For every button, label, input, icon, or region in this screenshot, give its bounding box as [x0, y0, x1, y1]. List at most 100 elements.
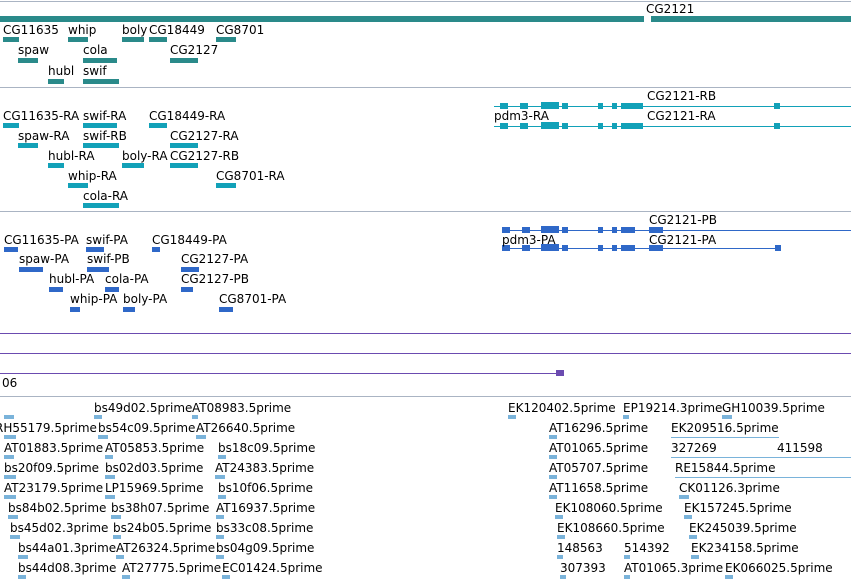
est-label[interactable]: 514392 [624, 541, 670, 555]
protein-label[interactable]: CG8701-PA [219, 292, 287, 306]
cds-block[interactable] [522, 227, 530, 233]
est-alignment[interactable] [216, 555, 224, 559]
protein-line[interactable] [502, 230, 851, 231]
contig-feature[interactable] [0, 373, 560, 374]
gene-label[interactable]: CG2127 [170, 43, 219, 57]
transcript-label[interactable]: spaw-RA [18, 129, 70, 143]
cds-block[interactable] [562, 245, 568, 251]
gene-label[interactable]: spaw [18, 43, 50, 57]
est-label[interactable]: LP15969.5prime [105, 481, 204, 495]
transcript-model[interactable] [48, 163, 64, 168]
est-alignment[interactable] [94, 415, 102, 419]
transcript-label[interactable]: whip-RA [68, 169, 117, 183]
est-label[interactable]: 307393 [560, 561, 606, 575]
gene-label[interactable]: hubl [48, 64, 75, 78]
est-alignment[interactable] [549, 475, 557, 479]
transcript-model[interactable] [216, 183, 236, 188]
est-alignment[interactable] [105, 495, 115, 499]
est-label[interactable]: AT08983.5prime [192, 401, 292, 415]
protein-label[interactable]: pdm3-PA [502, 233, 556, 247]
protein-model[interactable] [86, 247, 104, 252]
est-alignment[interactable] [4, 495, 16, 499]
est-label[interactable]: bs20f09.5prime [4, 461, 100, 475]
exon[interactable] [612, 103, 617, 109]
est-alignment[interactable] [671, 457, 851, 458]
protein-model[interactable] [87, 267, 109, 272]
est-label[interactable]: EK120402.5prime [508, 401, 616, 415]
protein-label[interactable]: boly-PA [123, 292, 168, 306]
est-alignment[interactable] [549, 455, 557, 459]
est-alignment[interactable] [192, 415, 198, 419]
exon[interactable] [541, 122, 559, 129]
est-label[interactable]: AT26640.5prime [196, 421, 296, 435]
est-alignment[interactable] [218, 455, 226, 459]
est-alignment[interactable] [18, 555, 28, 559]
protein-model[interactable] [181, 267, 199, 272]
transcript-line[interactable] [494, 106, 851, 107]
transcript-model[interactable] [68, 183, 88, 188]
est-label[interactable]: EK157245.5prime [684, 501, 792, 515]
exon[interactable] [774, 103, 780, 109]
est-alignment[interactable] [549, 495, 557, 499]
est-alignment[interactable] [10, 535, 20, 539]
est-label[interactable]: AT23179.5prime [4, 481, 104, 495]
est-label[interactable]: bs02d03.5prime [105, 461, 204, 475]
protein-label[interactable]: swif-PA [86, 233, 128, 247]
protein-label[interactable]: CG11635-PA [4, 233, 79, 247]
est-alignment[interactable] [557, 555, 563, 559]
est-alignment[interactable] [557, 535, 565, 539]
protein-label[interactable]: CG18449-PA [152, 233, 227, 247]
est-label[interactable]: AT16296.5prime [549, 421, 649, 435]
transcript-model[interactable] [83, 143, 119, 148]
gene-model[interactable] [68, 37, 88, 42]
est-alignment[interactable] [218, 495, 226, 499]
est-alignment[interactable] [623, 415, 629, 419]
protein-label[interactable]: whip-PA [70, 292, 118, 306]
exon[interactable] [598, 123, 603, 129]
transcript-label[interactable]: CG2121-RA [647, 109, 716, 123]
transcript-model[interactable] [170, 143, 198, 148]
exon[interactable] [774, 123, 780, 129]
est-alignment[interactable] [116, 555, 124, 559]
transcript-label[interactable]: hubl-RA [48, 149, 95, 163]
protein-model[interactable] [152, 247, 160, 252]
est-label[interactable]: CK01126.3prime [679, 481, 780, 495]
est-label[interactable]: 327269 [671, 441, 717, 455]
transcript-model[interactable] [83, 123, 117, 128]
est-alignment[interactable] [508, 415, 516, 419]
est-label[interactable]: bs54c09.5prime [98, 421, 196, 435]
est-alignment[interactable] [624, 575, 630, 579]
protein-label[interactable]: CG2127-PA [181, 252, 249, 266]
cds-block[interactable] [502, 227, 510, 233]
exon[interactable] [562, 123, 568, 129]
est-label[interactable]: bs84b02.5prime [8, 501, 107, 515]
cds-block[interactable] [621, 227, 635, 233]
est-label[interactable]: bs44a01.3prime [18, 541, 117, 555]
gene-model[interactable] [170, 58, 198, 63]
contig-feature-end[interactable] [556, 370, 564, 376]
est-label[interactable]: EK108060.5prime [555, 501, 663, 515]
est-label[interactable]: AT05853.5prime [105, 441, 205, 455]
est-alignment[interactable] [4, 415, 14, 419]
est-alignment[interactable] [105, 475, 115, 479]
est-alignment[interactable] [216, 535, 224, 539]
exon[interactable] [500, 103, 508, 109]
transcript-label[interactable]: pdm3-RA [494, 109, 549, 123]
est-label[interactable]: bs33c08.5prime [216, 521, 314, 535]
est-label[interactable]: bs45d02.3prime [10, 521, 109, 535]
est-alignment[interactable] [98, 435, 108, 439]
cds-block[interactable] [562, 227, 568, 233]
transcript-line[interactable] [494, 126, 851, 127]
cds-block[interactable] [649, 245, 663, 251]
transcript-label[interactable]: swif-RB [83, 129, 127, 143]
exon[interactable] [621, 103, 643, 109]
protein-model[interactable] [4, 247, 18, 252]
est-label[interactable]: bs04g09.5prime [216, 541, 315, 555]
gene-label[interactable]: swif [83, 64, 107, 78]
protein-model[interactable] [49, 287, 63, 292]
transcript-label[interactable]: CG2121-RB [647, 89, 717, 103]
transcript-model[interactable] [18, 143, 38, 148]
est-alignment[interactable] [4, 455, 14, 459]
gene-model-cg2121[interactable] [0, 16, 644, 22]
cds-block[interactable] [612, 245, 617, 251]
